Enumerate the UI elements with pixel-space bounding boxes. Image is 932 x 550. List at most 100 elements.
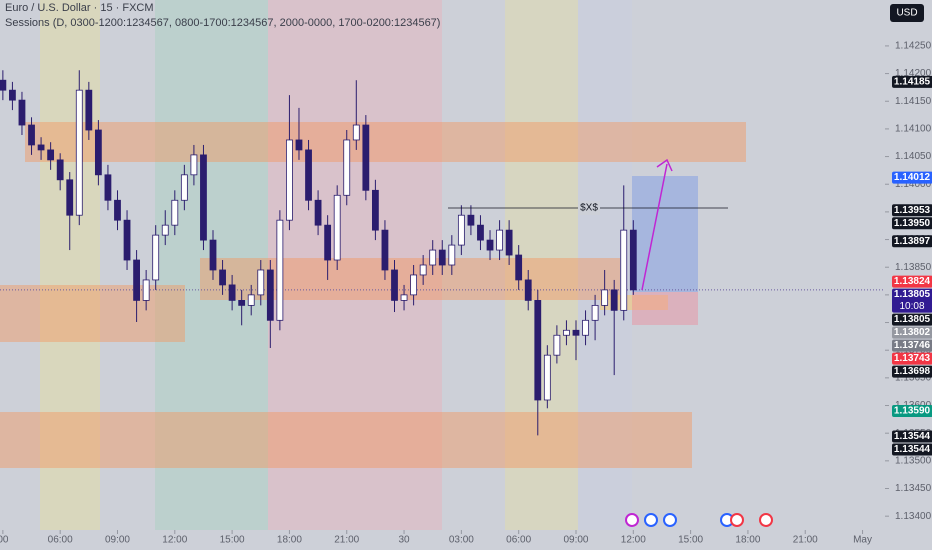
y-tick-label: 1.14250 — [895, 41, 932, 52]
price-tag — [892, 204, 932, 217]
candle-body — [582, 319, 589, 336]
event-icon — [759, 513, 773, 527]
candle-body — [371, 189, 379, 231]
candle-body — [171, 199, 179, 226]
event-icon — [663, 513, 677, 527]
price-tag-label: 1.13746 — [894, 340, 931, 351]
x-tick-label: 09:00 — [105, 535, 130, 546]
x-tick-label: 06:00 — [506, 535, 531, 546]
x-tick-label: 00 — [0, 535, 9, 546]
candle-body — [305, 149, 312, 201]
x-tick-label: 21:00 — [334, 535, 359, 546]
y-tick-label: 1.13850 — [895, 262, 932, 273]
candle-body — [362, 124, 370, 191]
price-tag-label: 1.13805 — [894, 314, 931, 325]
price-tag-label: 1.13802 — [894, 327, 931, 338]
candle-body — [295, 139, 303, 151]
candle-body — [123, 219, 131, 261]
candle-body — [572, 329, 580, 336]
candle-body — [104, 174, 112, 201]
currency-button[interactable] — [890, 4, 924, 22]
event-icon — [730, 513, 744, 527]
stop-box — [632, 292, 698, 325]
candle-body — [381, 229, 389, 271]
candle-body — [47, 149, 55, 161]
price-tag — [892, 217, 932, 230]
zone — [25, 122, 746, 162]
y-tick-label: 1.13500 — [895, 455, 932, 466]
arrow-head — [656, 158, 673, 172]
candle-body — [429, 249, 437, 266]
x-tick-label: 06:00 — [48, 535, 73, 546]
chart-title: Euro / U.S. Dollar · 15 · FXCM — [5, 2, 154, 14]
price-tag-label: 1.13950 — [894, 218, 931, 229]
price-tag — [892, 365, 932, 378]
candle-body — [94, 129, 102, 176]
candle-body — [629, 229, 637, 291]
y-tick-label: 1.13650 — [895, 373, 932, 384]
x-tick-label: 18:00 — [735, 535, 760, 546]
candle-body — [553, 334, 561, 356]
session-band — [268, 0, 442, 530]
y-tick-label: 1.14200 — [895, 68, 932, 79]
candle-body — [276, 219, 284, 321]
candle-body — [610, 289, 618, 311]
price-tag — [892, 171, 932, 184]
candle-body — [228, 284, 236, 301]
price-tag-label: 1.13743 — [894, 353, 931, 364]
price-tag-label: 1.13953 — [894, 205, 931, 216]
candle-body — [591, 304, 599, 321]
candle-body — [247, 294, 255, 306]
overlay: $X$ 1.14185 1.14012 1.13953 1.13950 1.13897 1.… — [448, 75, 932, 527]
candle-body — [114, 199, 121, 221]
candle-body — [324, 224, 332, 261]
price-tag-label: 1.13805 — [894, 289, 931, 300]
y-tick-label: 1.14000 — [895, 179, 932, 190]
candle-body — [505, 229, 513, 256]
price-tag — [892, 405, 932, 418]
price-tag — [892, 326, 932, 339]
x-tick-label: May — [853, 535, 872, 546]
candle-body — [9, 89, 16, 101]
event-icon — [644, 513, 658, 527]
price-tag — [892, 235, 932, 248]
candle-body — [438, 249, 446, 266]
candle-body — [257, 269, 265, 296]
price-tag — [892, 275, 932, 288]
currency-label[interactable]: USD — [896, 8, 917, 19]
zone — [0, 412, 692, 468]
candle-body — [133, 259, 140, 301]
y-tick-label: 1.13450 — [895, 483, 932, 494]
candle-body — [563, 329, 570, 336]
countdown-label: 10:08 — [899, 301, 924, 312]
candle-body — [620, 229, 628, 311]
candle-body — [219, 269, 226, 286]
candle-body — [238, 300, 246, 306]
target-box — [632, 176, 698, 292]
x-tick-label: 09:00 — [563, 535, 588, 546]
x-tick-label: 12:00 — [162, 535, 187, 546]
candle-body — [0, 79, 7, 91]
candle-body — [601, 289, 609, 306]
candle-body — [209, 239, 217, 271]
price-tag — [892, 288, 932, 313]
candle-body — [333, 194, 341, 261]
price-tag — [892, 75, 932, 88]
price-tag-label: 1.13544 — [894, 444, 931, 455]
candle-body — [152, 234, 160, 281]
candle-body — [410, 274, 418, 296]
candle-body — [391, 269, 398, 301]
annotation: $X$ — [580, 203, 598, 214]
candle-body — [400, 294, 408, 301]
price-tag-label: 1.13824 — [894, 276, 931, 287]
price-tag-label: 1.13897 — [894, 236, 931, 247]
candle-body — [515, 254, 523, 281]
arrow — [641, 163, 668, 291]
x-tick-label: 15:00 — [678, 535, 703, 546]
price-tag — [892, 339, 932, 352]
candle-body — [448, 244, 456, 266]
price-tag — [892, 443, 932, 456]
y-tick-label: 1.14100 — [895, 124, 932, 135]
candle-body — [534, 300, 542, 401]
